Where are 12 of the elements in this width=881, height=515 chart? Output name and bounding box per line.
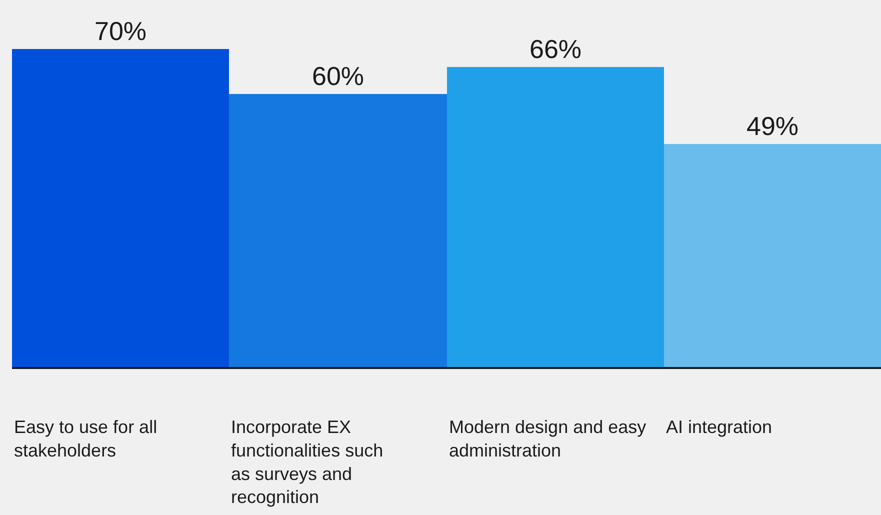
data-label: 66% bbox=[529, 34, 582, 64]
x-tick-label: Easy to use for all stakeholders bbox=[14, 417, 158, 460]
data-label: 49% bbox=[746, 111, 799, 141]
x-tick-label: Modern design and easy administration bbox=[449, 417, 646, 460]
bar bbox=[229, 94, 447, 367]
data-label: 60% bbox=[312, 61, 364, 91]
x-tick-label: Incorporate EX functionalities such as surveys and recognition bbox=[231, 417, 384, 508]
x-tick-label: AI integration bbox=[666, 417, 772, 437]
data-label: 70% bbox=[94, 16, 147, 46]
bar bbox=[664, 144, 881, 367]
bar bbox=[447, 67, 664, 367]
bar bbox=[12, 49, 229, 367]
